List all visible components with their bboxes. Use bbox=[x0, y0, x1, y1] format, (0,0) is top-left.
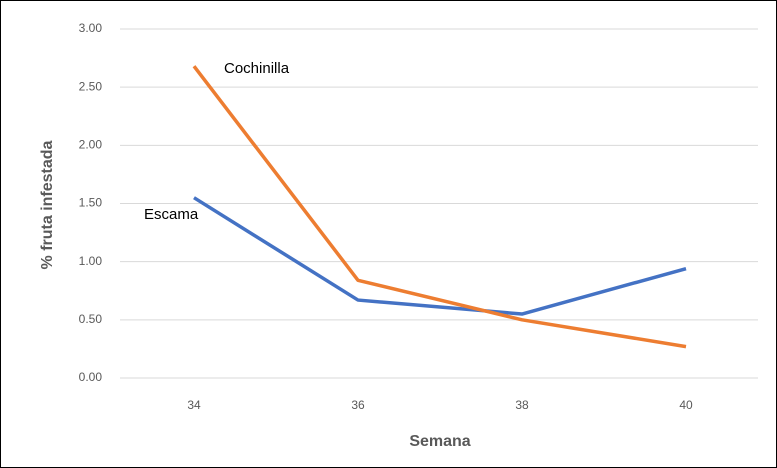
x-tick-label: 36 bbox=[351, 398, 365, 412]
x-tick-label: 38 bbox=[515, 398, 529, 412]
y-tick-label: 3.00 bbox=[79, 21, 103, 35]
y-axis-title: % fruta infestada bbox=[39, 140, 56, 269]
x-axis-title: Semana bbox=[409, 433, 470, 450]
line-series bbox=[193, 196, 687, 316]
y-tick-label: 2.50 bbox=[79, 79, 103, 93]
y-tick-label: 0.50 bbox=[79, 312, 103, 326]
x-tick-label: 40 bbox=[679, 398, 693, 412]
x-tick-label: 34 bbox=[187, 398, 201, 412]
y-tick-label: 2.00 bbox=[79, 138, 103, 152]
y-tick-label: 1.00 bbox=[79, 254, 103, 268]
y-tick-label: 0.00 bbox=[79, 370, 103, 384]
series-label: Escama bbox=[144, 206, 199, 223]
series-label: Cochinilla bbox=[224, 60, 290, 77]
y-tick-label: 1.50 bbox=[79, 196, 103, 210]
line-series bbox=[192, 65, 687, 349]
